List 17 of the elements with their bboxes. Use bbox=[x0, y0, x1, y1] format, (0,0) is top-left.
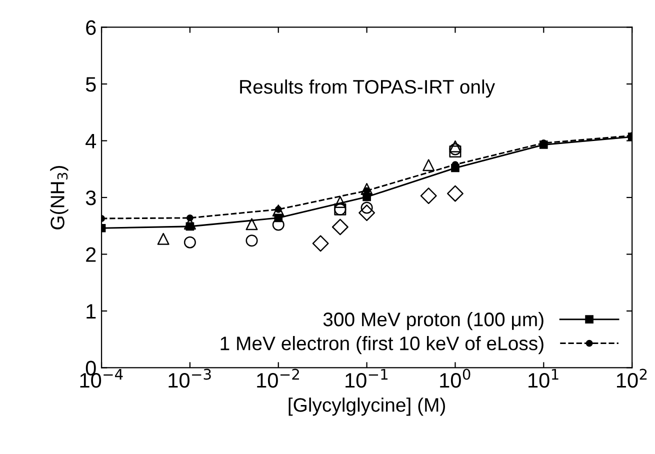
legend-label: 300 MeV proton (100 μm) bbox=[323, 312, 544, 330]
x-tick-label: 10$^{−2}$ bbox=[257, 368, 299, 388]
y-axis-title: G(NH$_{3}$) bbox=[50, 166, 68, 230]
x-tick-label: 10$^{−1}$ bbox=[346, 368, 388, 388]
y-tick-label: 1 bbox=[86, 304, 96, 319]
x-tick-label: 10$^{2}$ bbox=[616, 368, 647, 388]
x-axis-title: [Glycylglycine] (M) bbox=[288, 398, 445, 416]
annotation: Results from TOPAS-IRT only bbox=[240, 79, 496, 98]
x-tick-label: 10$^{1}$ bbox=[528, 368, 558, 388]
y-tick-label: 2 bbox=[86, 247, 96, 262]
x-tick-label: 10$^{0}$ bbox=[440, 368, 470, 388]
y-tick-label: 5 bbox=[86, 77, 96, 92]
y-tick-label: 3 bbox=[86, 190, 96, 206]
y-tick-label: 6 bbox=[86, 20, 96, 35]
legend-label: 1 MeV electron (first 10 keV of eLoss) bbox=[220, 336, 544, 354]
y-tick-label: 4 bbox=[86, 134, 96, 148]
x-tick-label: 10$^{−3}$ bbox=[168, 368, 211, 388]
